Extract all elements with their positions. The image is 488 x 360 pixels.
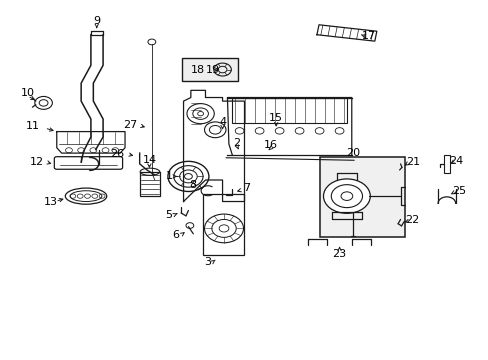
Text: 19: 19 bbox=[206, 64, 220, 75]
Text: 5: 5 bbox=[165, 210, 172, 220]
Text: 22: 22 bbox=[405, 215, 419, 225]
Bar bbox=[140, 172, 159, 196]
Text: 17: 17 bbox=[361, 31, 375, 41]
Text: 20: 20 bbox=[345, 148, 359, 158]
Text: 1: 1 bbox=[165, 171, 172, 181]
Text: 12: 12 bbox=[30, 157, 44, 167]
Text: 21: 21 bbox=[405, 157, 419, 167]
Text: 18: 18 bbox=[191, 64, 205, 75]
Text: 4: 4 bbox=[219, 117, 225, 127]
Text: 27: 27 bbox=[122, 121, 137, 130]
Bar bbox=[232, 98, 346, 123]
Text: 16: 16 bbox=[264, 140, 278, 150]
Bar bbox=[182, 58, 238, 81]
Text: 10: 10 bbox=[20, 88, 35, 98]
Text: 9: 9 bbox=[93, 17, 100, 27]
Text: 2: 2 bbox=[233, 139, 240, 148]
Bar bbox=[203, 194, 244, 255]
Text: 26: 26 bbox=[109, 149, 123, 159]
Text: 14: 14 bbox=[142, 155, 156, 165]
Circle shape bbox=[323, 179, 369, 213]
Bar bbox=[320, 157, 405, 237]
Text: 24: 24 bbox=[448, 156, 463, 166]
Text: 11: 11 bbox=[25, 121, 40, 131]
Text: 8: 8 bbox=[189, 180, 197, 190]
Text: 15: 15 bbox=[269, 113, 283, 123]
Text: 3: 3 bbox=[204, 257, 211, 267]
Text: 6: 6 bbox=[172, 230, 180, 240]
Text: 13: 13 bbox=[43, 197, 57, 207]
Bar bbox=[444, 155, 449, 173]
Text: 7: 7 bbox=[243, 183, 250, 193]
Text: 25: 25 bbox=[451, 186, 465, 196]
Text: 23: 23 bbox=[332, 249, 346, 259]
